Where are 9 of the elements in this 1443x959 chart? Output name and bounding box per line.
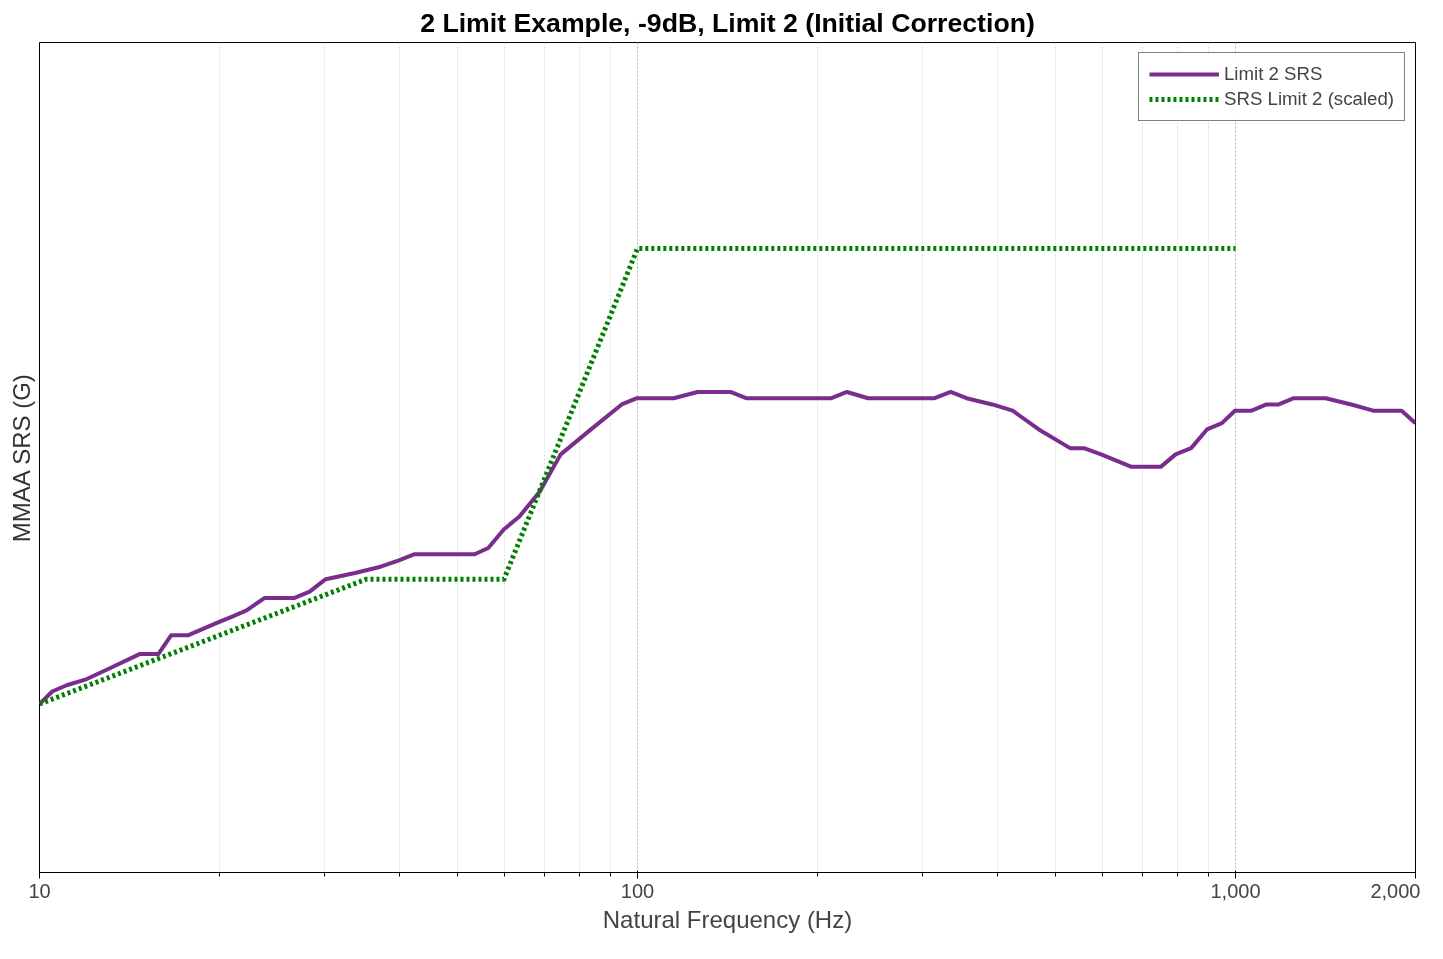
- x-axis-title: Natural Frequency (Hz): [602, 905, 853, 933]
- y-axis-title: MMAA SRS (G): [7, 374, 35, 543]
- x-tick-label: 10: [28, 879, 51, 902]
- x-tick-label: 1,000: [1210, 879, 1261, 902]
- chart-title: 2 Limit Example, -9dB, Limit 2 (Initial Correction): [420, 7, 1035, 38]
- x-tick-label: 2,000: [1370, 879, 1421, 902]
- legend-label: SRS Limit 2 (scaled): [1223, 88, 1394, 110]
- legend-label: Limit 2 SRS: [1223, 63, 1323, 85]
- x-tick-label: 100: [620, 879, 655, 902]
